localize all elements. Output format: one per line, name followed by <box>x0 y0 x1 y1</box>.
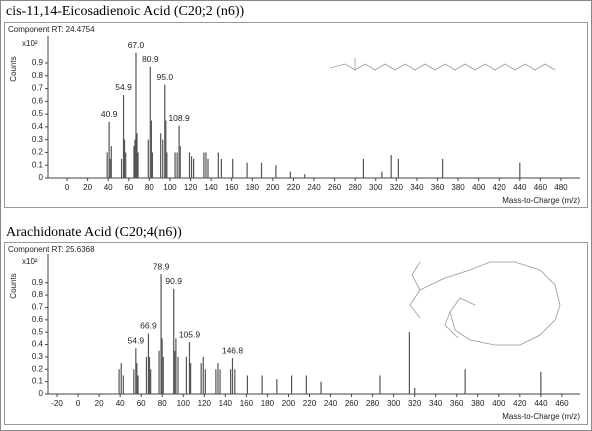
peak-label: 105.9 <box>179 329 201 339</box>
peak-label: 90.9 <box>165 276 182 286</box>
y-multiplier: x10² <box>22 257 38 266</box>
y-tick-label: 0.8 <box>32 290 44 299</box>
x-tick-label: 320 <box>408 399 422 408</box>
y-tick-label: 0.4 <box>32 122 44 131</box>
x-tick-label: 280 <box>348 183 362 192</box>
x-tick-label: 400 <box>492 399 506 408</box>
y-tick-label: 0.5 <box>32 327 44 336</box>
x-tick-label: 220 <box>287 183 301 192</box>
component-rt: Component RT: 24.4754 <box>8 25 95 34</box>
x-tick-label: 240 <box>307 183 321 192</box>
y-tick-label: 0.2 <box>32 148 44 157</box>
chart-title: Arachidonate Acid (C20;4(n6)) <box>6 225 182 240</box>
chart-title: cis-11,14-Eicosadienoic Acid (C20;2 (n6)… <box>6 4 245 19</box>
peak-label: 67.0 <box>128 40 145 50</box>
y-tick-label: 0.3 <box>32 352 44 361</box>
x-tick-label: 200 <box>282 399 296 408</box>
x-tick-label: 180 <box>246 183 260 192</box>
y-axis-label: Counts <box>9 56 18 81</box>
peak-label: 40.9 <box>101 109 118 119</box>
x-tick-label: 20 <box>95 399 104 408</box>
x-tick-label: 420 <box>493 183 507 192</box>
x-tick-label: 200 <box>266 183 280 192</box>
y-tick-label: 0.6 <box>32 315 44 324</box>
x-tick-label: 240 <box>324 399 338 408</box>
y-tick-label: 0 <box>39 389 44 398</box>
x-tick-label: 340 <box>429 399 443 408</box>
x-tick-label: 280 <box>366 399 380 408</box>
x-tick-label: 340 <box>410 183 424 192</box>
peak-label: 95.0 <box>157 72 174 82</box>
x-tick-label: 140 <box>219 399 233 408</box>
panel-frame <box>4 242 588 425</box>
x-tick-label: 120 <box>198 399 212 408</box>
x-tick-label: 440 <box>534 399 548 408</box>
x-tick-label: 460 <box>555 399 569 408</box>
x-tick-label: 300 <box>369 183 383 192</box>
x-tick-label: 380 <box>471 399 485 408</box>
x-tick-label: 0 <box>76 399 81 408</box>
structure-sketch <box>444 311 459 339</box>
x-tick-label: 40 <box>104 183 113 192</box>
y-tick-label: 0.9 <box>32 278 44 287</box>
x-tick-label: 260 <box>328 183 342 192</box>
x-tick-label: 60 <box>124 183 133 192</box>
x-tick-label: 440 <box>513 183 527 192</box>
x-tick-label: 380 <box>451 183 465 192</box>
x-tick-label: 360 <box>450 399 464 408</box>
x-tick-label: 60 <box>137 399 146 408</box>
x-tick-label: 180 <box>261 399 275 408</box>
peak-label: 78.9 <box>153 261 170 271</box>
x-tick-label: 460 <box>534 183 548 192</box>
y-tick-label: 0.2 <box>32 364 44 373</box>
x-tick-label: 400 <box>472 183 486 192</box>
x-tick-label: 260 <box>345 399 359 408</box>
peak-label: 108.9 <box>168 113 190 123</box>
x-tick-label: 320 <box>390 183 404 192</box>
x-axis-label: Mass-to-Charge (m/z) <box>502 196 580 205</box>
x-tick-label: 480 <box>554 183 568 192</box>
peak-label: 54.9 <box>128 336 145 346</box>
component-rt: Component RT: 25.6368 <box>8 245 95 254</box>
x-tick-label: 0 <box>65 183 70 192</box>
x-tick-label: 80 <box>158 399 167 408</box>
panel-frame <box>4 22 588 208</box>
x-tick-label: 420 <box>513 399 527 408</box>
y-tick-label: 0.1 <box>32 160 44 169</box>
peak-label: 80.9 <box>142 54 159 64</box>
x-tick-label: -20 <box>51 399 63 408</box>
x-tick-label: 140 <box>204 183 218 192</box>
y-tick-label: 0.6 <box>32 96 44 105</box>
x-tick-label: 80 <box>145 183 154 192</box>
y-tick-label: 0.3 <box>32 135 44 144</box>
x-tick-label: 20 <box>83 183 92 192</box>
y-tick-label: 0.8 <box>32 71 44 80</box>
y-tick-label: 0.5 <box>32 109 44 118</box>
peak-label: 146.8 <box>222 345 244 355</box>
y-tick-label: 0.4 <box>32 340 44 349</box>
y-tick-label: 0.7 <box>32 303 44 312</box>
y-axis-label: Counts <box>9 273 18 298</box>
x-tick-label: 160 <box>240 399 254 408</box>
x-tick-label: 300 <box>387 399 401 408</box>
x-axis-label: Mass-to-Charge (m/z) <box>502 412 580 421</box>
peak-label: 66.9 <box>140 321 157 331</box>
x-tick-label: 160 <box>225 183 239 192</box>
y-multiplier: x10² <box>22 39 38 48</box>
y-tick-label: 0.9 <box>32 58 44 67</box>
x-tick-label: 100 <box>163 183 177 192</box>
x-tick-label: 120 <box>184 183 198 192</box>
y-tick-label: 0.1 <box>32 377 44 386</box>
x-tick-label: 100 <box>177 399 191 408</box>
x-tick-label: 220 <box>303 399 317 408</box>
structure-sketch <box>419 261 561 346</box>
x-tick-label: 40 <box>116 399 125 408</box>
y-tick-label: 0 <box>39 173 44 182</box>
y-tick-label: 0.7 <box>32 84 44 93</box>
x-tick-label: 360 <box>431 183 445 192</box>
structure-sketch <box>329 63 556 71</box>
peak-label: 54.9 <box>115 82 132 92</box>
